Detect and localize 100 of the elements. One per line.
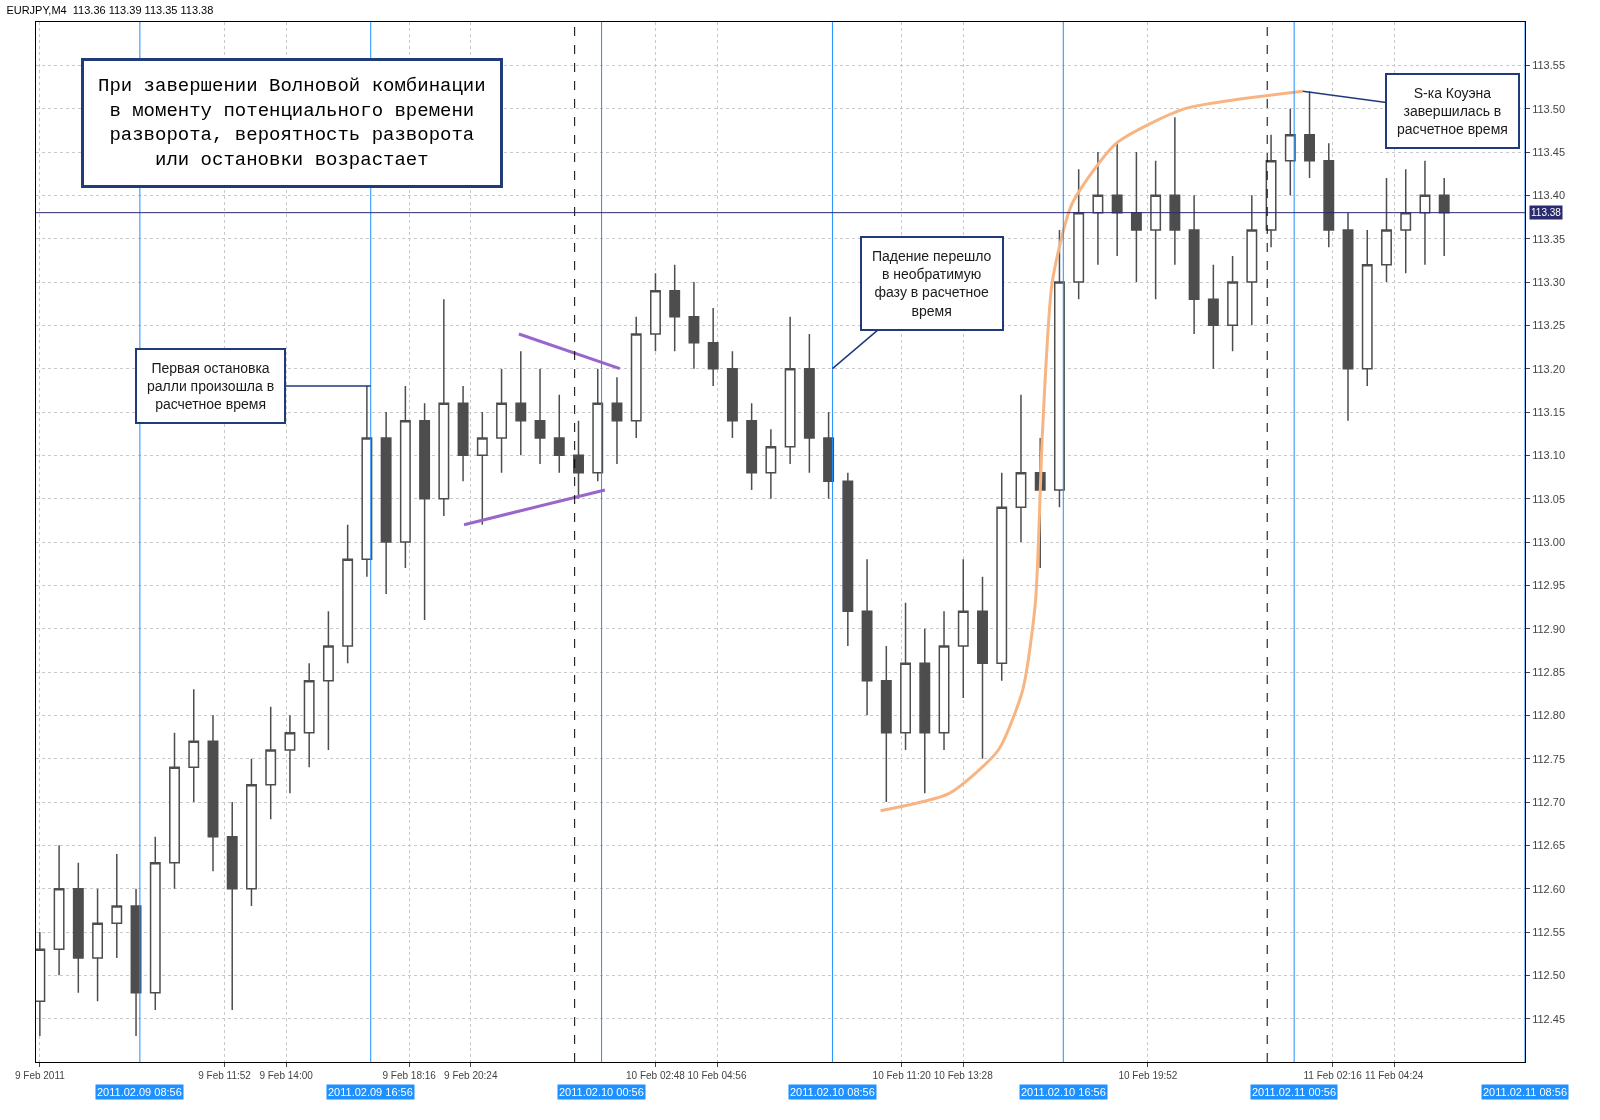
- y-tick-label: 113.45: [1532, 145, 1566, 158]
- y-tick-label: 113.40: [1532, 189, 1566, 202]
- candlestick: [1246, 194, 1258, 327]
- candlestick: [1381, 177, 1392, 283]
- candlestick: [1304, 90, 1315, 179]
- x-tick-label: 9 Feb 2011: [14, 1070, 66, 1081]
- y-tick-label: 112.60: [1532, 882, 1566, 895]
- x-tick-label: 11 Feb 02:16: [1303, 1070, 1363, 1081]
- chart-title: EURJPY,M4 113.36 113.39 113.35 113.38: [6, 4, 214, 17]
- candlestick: [1419, 159, 1431, 266]
- x-tick-label: 10 Feb 02:48: [625, 1070, 686, 1081]
- y-tick-label: 113.30: [1532, 275, 1566, 288]
- candlestick: [573, 419, 584, 500]
- candlestick: [226, 801, 238, 1011]
- candlestick: [149, 835, 161, 1011]
- candlestick: [515, 350, 527, 457]
- candlestick: [707, 307, 719, 387]
- candlestick: [457, 385, 469, 483]
- candlestick: [1111, 142, 1123, 257]
- candlestick: [1169, 116, 1181, 266]
- candlestick: [1342, 211, 1354, 422]
- y-tick-label: 113.10: [1532, 449, 1566, 462]
- ref-line-label: 2011.02.09 16:56: [328, 1086, 413, 1098]
- candlestick: [1188, 194, 1200, 335]
- x-tick-label: 9 Feb 14:00: [259, 1070, 314, 1081]
- candlestick: [669, 263, 681, 353]
- y-tick-label: 112.85: [1532, 665, 1566, 678]
- candlestick: [1323, 142, 1335, 249]
- candlestick: [1400, 168, 1412, 275]
- candlestick: [72, 861, 84, 994]
- candlestick: [342, 523, 354, 665]
- candlestick: [977, 575, 988, 760]
- x-tick-label: 9 Feb 11:52: [198, 1070, 252, 1081]
- annotation: Падение перешло в необратимую фазу в расчетное время: [872, 248, 992, 319]
- y-tick-label: 113.50: [1532, 102, 1566, 115]
- annotation: S-ка Коуэна завершилась в расчетное время: [1397, 85, 1508, 138]
- candlestick: [803, 333, 815, 474]
- candlestick: [322, 610, 334, 751]
- candlestick: [880, 645, 892, 803]
- x-tick-label: 9 Feb 20:24: [444, 1070, 498, 1081]
- y-tick-label: 113.00: [1532, 535, 1566, 548]
- candlestick: [553, 393, 565, 474]
- y-tick-label: 112.70: [1532, 795, 1566, 808]
- y-tick-label: 113.05: [1532, 492, 1566, 505]
- y-tick-label: 113.25: [1532, 319, 1566, 332]
- candlestick: [1265, 133, 1277, 249]
- x-tick-label: 11 Feb 04:24: [1365, 1070, 1424, 1081]
- y-tick-label: 112.75: [1532, 752, 1566, 765]
- candlestick: [726, 350, 738, 439]
- y-tick-label: 112.90: [1532, 622, 1566, 635]
- candlestick: [111, 853, 123, 959]
- candlestick: [438, 298, 450, 517]
- ref-line-label: 2011.02.10 08:56: [790, 1086, 875, 1098]
- candlestick: [303, 662, 315, 769]
- candlestick: [1438, 177, 1450, 257]
- y-tick-label: 112.80: [1532, 709, 1566, 722]
- candlestick: [957, 558, 969, 699]
- candlestick: [207, 714, 219, 873]
- ref-line-label: 2011.02.10 16:56: [1021, 1086, 1106, 1098]
- annotation: Первая остановка ралли произошла в расчетное время: [147, 360, 275, 413]
- y-tick-label: 112.45: [1532, 1012, 1566, 1025]
- candlestick: [1015, 393, 1027, 543]
- candlestick: [476, 411, 488, 526]
- candlestick: [1284, 107, 1296, 197]
- candlestick: [53, 844, 65, 977]
- ref-line-label: 2011.02.11 00:56: [1252, 1086, 1337, 1098]
- candlestick: [900, 601, 912, 751]
- candlestick: [649, 272, 661, 353]
- candlestick: [380, 411, 392, 595]
- candlestick: [534, 367, 546, 465]
- candlestick: [842, 471, 854, 647]
- y-tick-label: 113.20: [1532, 362, 1566, 375]
- x-tick-label: 10 Feb 19:52: [1118, 1070, 1178, 1081]
- x-tick-label: 9 Feb 18:16: [382, 1070, 437, 1081]
- annotation: При завершении Волновой комбинации в моменту потенциального времени разворота, вероятность разворота или остановки возрастает: [98, 75, 486, 172]
- candlestick: [1150, 159, 1162, 301]
- candlestick: [784, 315, 796, 465]
- x-tick-label: 10 Feb 11:20: [872, 1070, 932, 1081]
- candlestick: [1207, 263, 1219, 370]
- candlestick: [823, 411, 835, 500]
- candlestick: [861, 558, 873, 717]
- y-tick-label: 112.65: [1532, 839, 1566, 852]
- candlestick: [188, 688, 200, 803]
- y-tick-label: 112.50: [1532, 969, 1566, 982]
- y-tick-label: 113.55: [1532, 59, 1566, 72]
- candlestick: [688, 281, 700, 370]
- candlestick: [284, 714, 296, 795]
- candlestick: [399, 385, 411, 569]
- candlestick: [36, 931, 46, 1037]
- candlestick: [919, 627, 931, 795]
- candlestick: [169, 731, 180, 890]
- y-tick-label: 113.35: [1532, 232, 1566, 245]
- candlestick: [1227, 255, 1239, 353]
- ref-line-label: 2011.02.09 08:56: [97, 1086, 182, 1098]
- candlestick: [765, 428, 777, 500]
- candlestick: [246, 757, 257, 907]
- x-tick-label: 10 Feb 13:28: [933, 1070, 994, 1081]
- candlestick: [630, 315, 642, 439]
- y-tick-label: 113.15: [1532, 405, 1566, 418]
- candlestick: [265, 705, 277, 821]
